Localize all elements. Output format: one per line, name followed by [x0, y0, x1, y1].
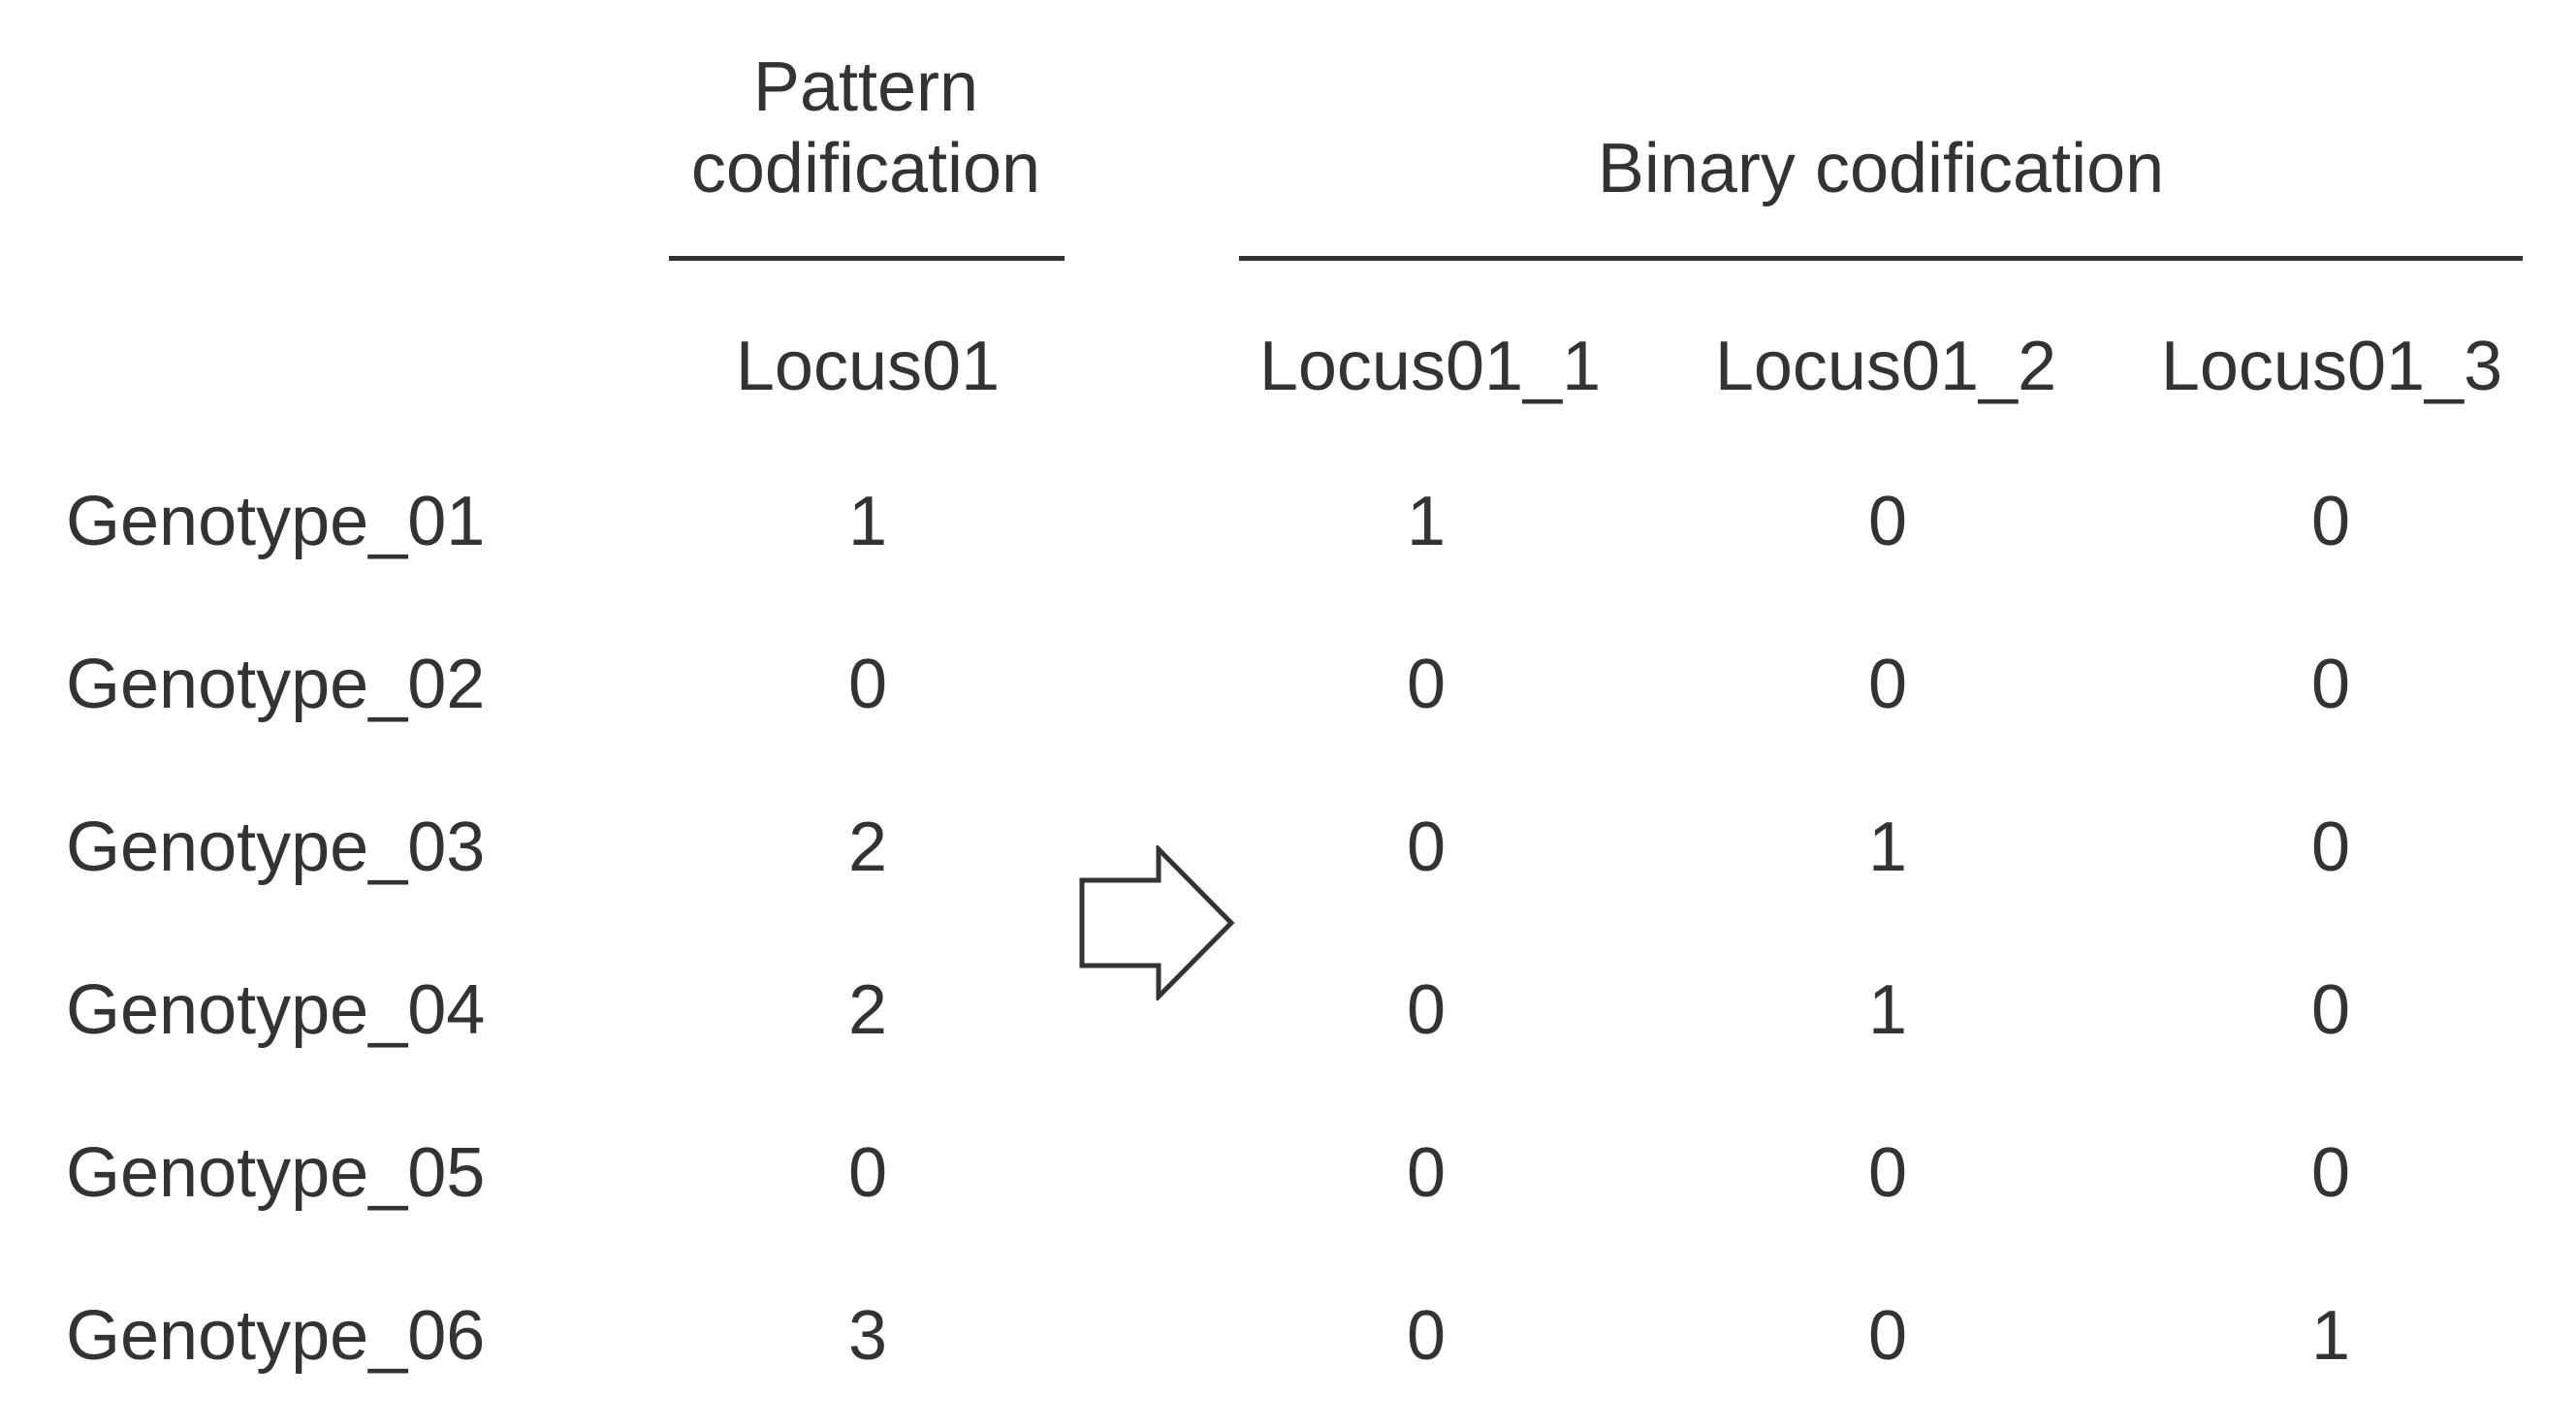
pattern-title-line1: Pattern [752, 48, 979, 126]
pattern-value: 2 [847, 809, 888, 886]
pattern-codification-title: Pattern codification [691, 47, 1040, 209]
pattern-header-rule [669, 256, 1065, 261]
binary-value: 0 [1406, 1297, 1447, 1375]
column-header-locus01-2: Locus01_2 [1714, 328, 2057, 405]
binary-value: 1 [2310, 1297, 2351, 1375]
pattern-title-line2: codification [690, 130, 1041, 207]
pattern-value: 2 [847, 971, 888, 1049]
binary-value: 0 [1406, 1134, 1447, 1212]
binary-value: 0 [1406, 646, 1447, 723]
genotype-label: Genotype_04 [66, 971, 486, 1049]
binary-value: 0 [1406, 809, 1447, 886]
binary-codification-title: Binary codification [1597, 130, 2165, 207]
right-arrow-icon [1079, 845, 1235, 1000]
binary-value: 0 [2310, 646, 2351, 723]
binary-value: 0 [1867, 1134, 1908, 1212]
binary-value: 0 [1867, 483, 1908, 560]
column-header-locus01-1: Locus01_1 [1258, 328, 1602, 405]
pattern-value: 3 [847, 1297, 888, 1375]
pattern-value: 1 [847, 483, 888, 560]
genotype-label: Genotype_06 [66, 1297, 486, 1375]
genotype-label: Genotype_03 [66, 809, 486, 886]
binary-value: 0 [2310, 809, 2351, 886]
binary-value: 0 [1867, 646, 1908, 723]
column-header-locus01: Locus01 [735, 328, 1001, 405]
binary-value: 0 [1406, 971, 1447, 1049]
genotype-label: Genotype_05 [66, 1134, 486, 1212]
binary-header-rule [1239, 256, 2523, 261]
binary-value: 0 [2310, 1134, 2351, 1212]
pattern-value: 0 [847, 646, 888, 723]
genotype-label: Genotype_02 [66, 646, 486, 723]
genotype-label: Genotype_01 [66, 483, 486, 560]
binary-value: 0 [2310, 483, 2351, 560]
binary-value: 0 [2310, 971, 2351, 1049]
binary-value: 1 [1867, 809, 1908, 886]
column-header-locus01-3: Locus01_3 [2160, 328, 2503, 405]
binary-value: 1 [1406, 483, 1447, 560]
binary-value: 0 [1867, 1297, 1908, 1375]
binary-value: 1 [1867, 971, 1908, 1049]
pattern-value: 0 [847, 1134, 888, 1212]
